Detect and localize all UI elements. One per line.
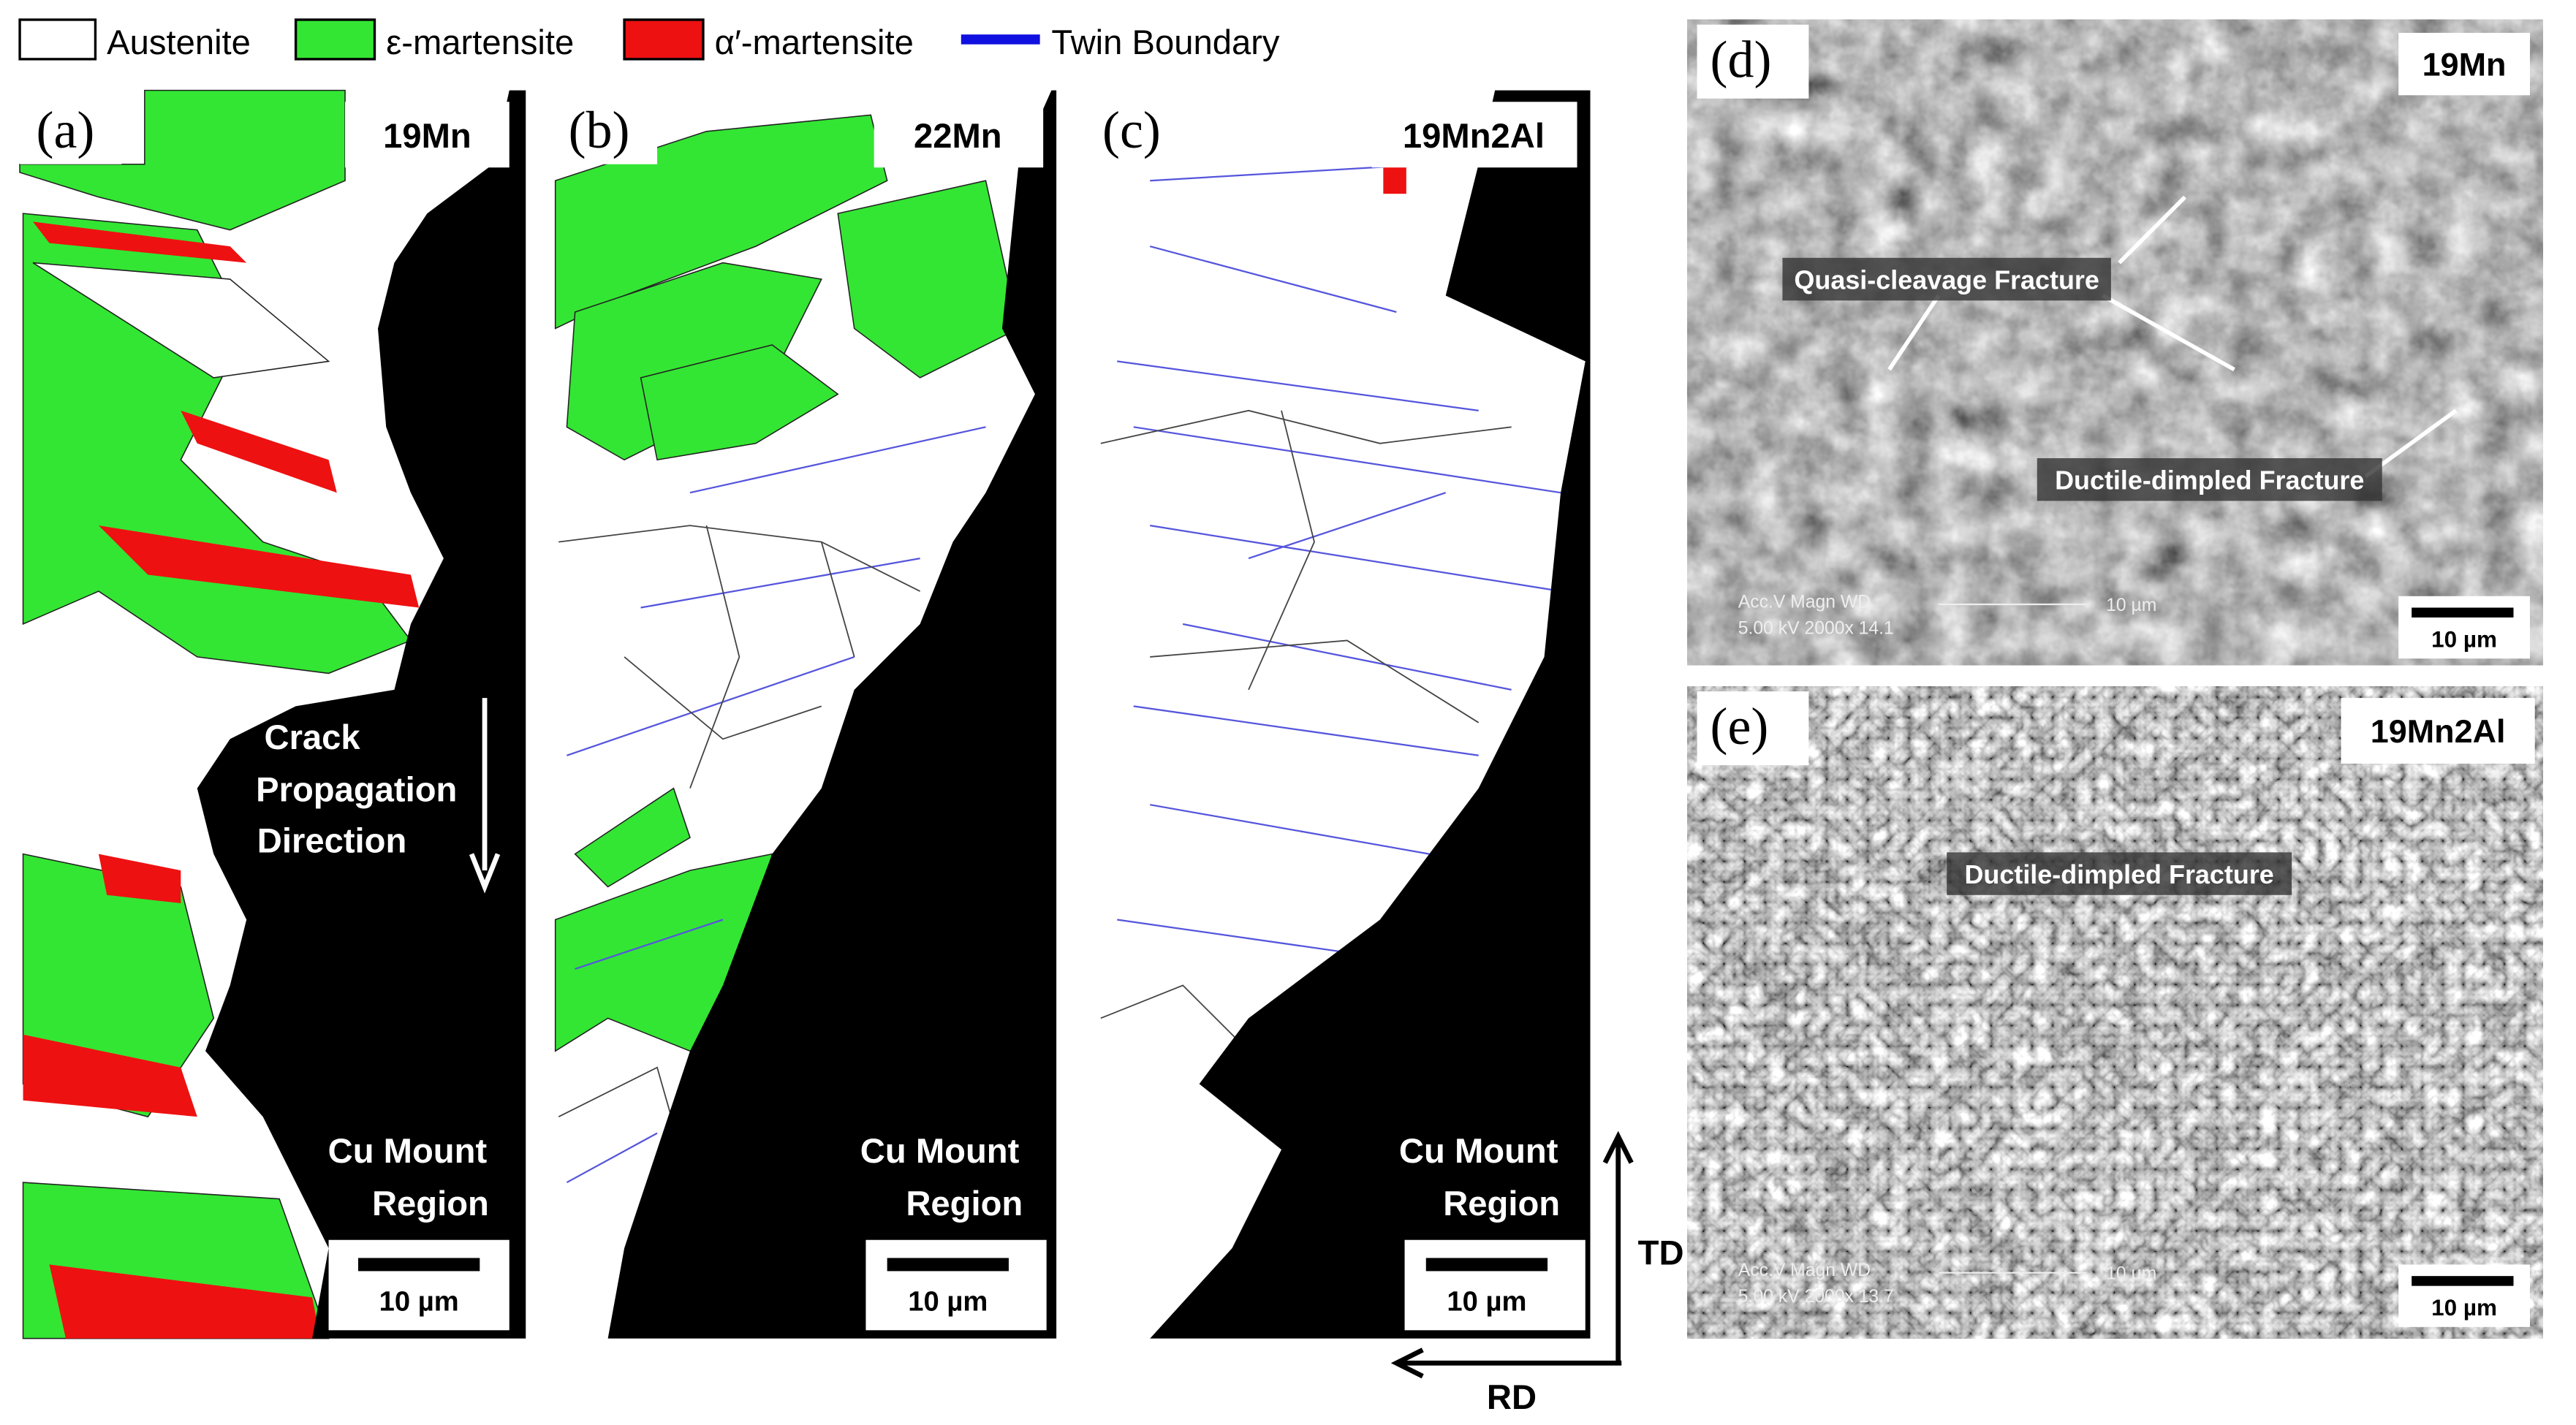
crack-label: Crack bbox=[265, 718, 361, 757]
axis-label: TD bbox=[1638, 1234, 1684, 1272]
label-box bbox=[1697, 691, 1809, 766]
sem-meta: 5.00 kV 2000x 14.1 bbox=[1738, 618, 1894, 638]
scale-box bbox=[865, 1239, 1047, 1331]
legend-label: Twin Boundary bbox=[1051, 23, 1280, 62]
legend-swatch bbox=[294, 18, 376, 61]
panel-label: (d) bbox=[1711, 31, 1772, 89]
legend-swatch bbox=[623, 18, 705, 61]
sem-texture bbox=[1687, 686, 2543, 1339]
sem-meta: 5.00 kV 2000x 13.7 bbox=[1738, 1287, 1894, 1307]
scale-label: 10 µm bbox=[908, 1285, 988, 1317]
sample-name: 19Mn bbox=[383, 117, 471, 156]
legend-swatch bbox=[18, 18, 97, 61]
annotation-bg bbox=[2037, 458, 2382, 501]
scale-bar bbox=[887, 1258, 1009, 1272]
label-box bbox=[20, 90, 122, 164]
alpha-patch bbox=[33, 221, 247, 263]
martensite-patch bbox=[640, 344, 839, 461]
td-arrow-head bbox=[1602, 1130, 1634, 1164]
rd-arrow-head bbox=[1390, 1348, 1424, 1379]
region-label: Cu Mount bbox=[328, 1132, 488, 1171]
panel-label: (b) bbox=[569, 101, 630, 159]
sem-image-e: (e) 19Mn2Al Ductile-dimpled Fracture Acc… bbox=[1687, 686, 2543, 1339]
region-label: Region bbox=[372, 1185, 489, 1223]
scale-box bbox=[2398, 596, 2530, 659]
cu-mount bbox=[1150, 90, 1591, 1339]
legend: Austenite ε-martensite α′-martensite Twi… bbox=[18, 18, 1280, 62]
austenite-grain bbox=[32, 262, 330, 379]
scale-bar bbox=[2412, 607, 2514, 618]
alpha-patch bbox=[98, 854, 181, 904]
axis-label: RD bbox=[1487, 1378, 1537, 1417]
scale-box bbox=[2398, 1264, 2530, 1327]
sem-meta: Acc.V Magn WD bbox=[1738, 1261, 1871, 1280]
legend-label: ε-martensite bbox=[386, 23, 574, 62]
martensite-patch bbox=[554, 114, 888, 330]
scale-label: 10 µm bbox=[2431, 626, 2497, 652]
sem-meta: 10 µm bbox=[2106, 1264, 2156, 1284]
sample-name: 22Mn bbox=[914, 117, 1002, 156]
scale-label: 10 µm bbox=[2431, 1295, 2497, 1320]
scale-label: 10 µm bbox=[379, 1285, 459, 1317]
region-label: Cu Mount bbox=[860, 1132, 1020, 1171]
alpha-patch bbox=[49, 1264, 321, 1339]
scale-bar bbox=[2412, 1276, 2514, 1286]
region-label: Cu Mount bbox=[1399, 1132, 1558, 1171]
panel-label: (a) bbox=[37, 101, 95, 159]
annotation: Ductile-dimpled Fracture bbox=[1964, 859, 2273, 889]
scale-label: 10 µm bbox=[1447, 1285, 1526, 1317]
grain-boundaries bbox=[1100, 409, 1512, 1052]
annotation-bg bbox=[1782, 257, 2111, 301]
label-box bbox=[555, 90, 658, 164]
ebsd-map-b: (b) 22Mn Cu Mount Region 10 µm bbox=[554, 90, 1057, 1339]
region-label: Region bbox=[1443, 1185, 1560, 1223]
region-label: Region bbox=[906, 1185, 1023, 1223]
ebsd-map-a: (a) 19Mn Crack Propagation Direction Cu … bbox=[19, 89, 526, 1340]
cu-mount bbox=[607, 90, 1057, 1339]
annotation-bg bbox=[1947, 852, 2292, 895]
legend-label: Austenite bbox=[107, 23, 251, 62]
sample-name: 19Mn bbox=[2422, 45, 2507, 83]
axes-indicator: TD RD bbox=[1390, 1130, 1684, 1417]
label-box bbox=[1697, 24, 1809, 99]
legend-swatch bbox=[961, 34, 1040, 45]
scale-box bbox=[1404, 1239, 1586, 1331]
sample-name: 19Mn2Al bbox=[1403, 117, 1545, 156]
panel-label: (c) bbox=[1102, 101, 1161, 159]
scale-bar bbox=[358, 1258, 480, 1272]
alpha-patch bbox=[23, 1034, 197, 1117]
sem-image-d: (d) 19Mn Quasi-cleavage Fracture Ductile… bbox=[1687, 19, 2543, 666]
scale-bar bbox=[1425, 1258, 1548, 1272]
sem-meta: Acc.V Magn WD bbox=[1738, 593, 1871, 612]
panel-label: (e) bbox=[1711, 697, 1769, 756]
alpha-patch bbox=[98, 525, 420, 608]
sem-texture bbox=[1687, 19, 2543, 666]
annotation: Quasi-cleavage Fracture bbox=[1794, 265, 2099, 295]
scale-box bbox=[328, 1239, 509, 1331]
sample-box bbox=[2341, 698, 2535, 764]
twin-boundaries bbox=[566, 426, 986, 1184]
martensite-patch bbox=[837, 180, 1020, 379]
crack-label: Propagation bbox=[256, 771, 457, 810]
sample-box bbox=[345, 102, 509, 168]
sem-meta: 10 µm bbox=[2106, 596, 2156, 615]
crack-label: Direction bbox=[257, 821, 407, 860]
alpha-patch bbox=[1383, 164, 1406, 194]
crack-arrow-head bbox=[469, 853, 501, 894]
martensite-patch bbox=[574, 787, 691, 888]
annotation: Ductile-dimpled Fracture bbox=[2055, 466, 2364, 495]
sample-box bbox=[1371, 102, 1577, 168]
sample-box bbox=[874, 102, 1044, 168]
cu-mount bbox=[197, 90, 526, 1339]
sample-name: 19Mn2Al bbox=[2371, 712, 2506, 750]
label-box bbox=[1089, 90, 1192, 164]
legend-label: α′-martensite bbox=[715, 23, 914, 62]
ebsd-map-c: (c) 19Mn2Al Cu Mount Region 10 µm bbox=[1089, 90, 1591, 1339]
alpha-patch bbox=[181, 410, 337, 493]
sample-box bbox=[2398, 32, 2530, 96]
